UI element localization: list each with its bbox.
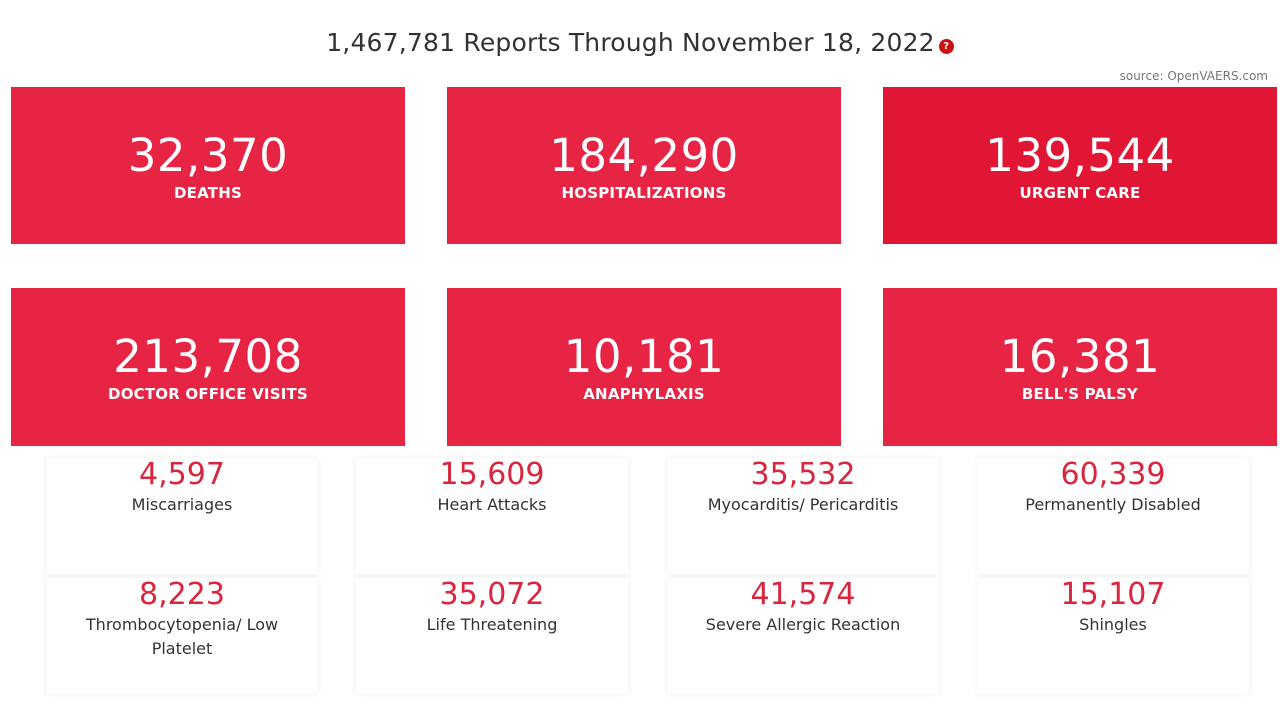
stat-tile-heart-attacks: 15,609 Heart Attacks bbox=[356, 458, 628, 574]
stat-value: 10,181 bbox=[563, 330, 725, 383]
stat-label: Miscarriages bbox=[131, 495, 233, 514]
stat-tile-thrombocytopenia: 8,223 Thrombocytopenia/ Low Platelet bbox=[46, 578, 318, 694]
stat-card-urgent-care: 139,544 URGENT CARE bbox=[883, 87, 1277, 244]
stat-card-hospitalizations: 184,290 HOSPITALIZATIONS bbox=[447, 87, 841, 244]
stat-value: 16,381 bbox=[999, 330, 1161, 383]
stat-value: 184,290 bbox=[549, 129, 739, 182]
stat-value: 15,107 bbox=[1060, 577, 1166, 612]
stat-value: 35,072 bbox=[439, 577, 545, 612]
stat-tile-life-threatening: 35,072 Life Threatening bbox=[356, 578, 628, 694]
stat-label: Thrombocytopenia/ Low Platelet bbox=[85, 615, 279, 658]
stat-value: 15,609 bbox=[439, 457, 545, 492]
help-icon[interactable]: ? bbox=[938, 39, 954, 54]
stat-label: DOCTOR OFFICE VISITS bbox=[108, 385, 308, 403]
stat-label: BELL'S PALSY bbox=[1021, 385, 1139, 403]
stat-card-deaths: 32,370 DEATHS bbox=[11, 87, 405, 244]
stat-value: 139,544 bbox=[985, 129, 1175, 182]
stat-card-anaphylaxis: 10,181 ANAPHYLAXIS bbox=[447, 288, 841, 446]
page-title-text: 1,467,781 Reports Through November 18, 2… bbox=[326, 28, 935, 57]
stat-card-bells-palsy: 16,381 BELL'S PALSY bbox=[883, 288, 1277, 446]
stat-value: 213,708 bbox=[113, 330, 303, 383]
stat-value: 8,223 bbox=[139, 577, 225, 612]
stat-tile-severe-allergic-reaction: 41,574 Severe Allergic Reaction bbox=[667, 578, 939, 694]
stat-tile-permanently-disabled: 60,339 Permanently Disabled bbox=[977, 458, 1249, 574]
stat-tile-miscarriages: 4,597 Miscarriages bbox=[46, 458, 318, 574]
stat-tile-shingles: 15,107 Shingles bbox=[977, 578, 1249, 694]
stat-card-doctor-office-visits: 213,708 DOCTOR OFFICE VISITS bbox=[11, 288, 405, 446]
page-title: 1,467,781 Reports Through November 18, 2… bbox=[0, 28, 1280, 57]
stat-value: 41,574 bbox=[750, 577, 856, 612]
stat-label: Heart Attacks bbox=[437, 495, 547, 514]
stat-label: Shingles bbox=[1079, 615, 1147, 634]
stat-value: 60,339 bbox=[1060, 457, 1166, 492]
stat-label: Severe Allergic Reaction bbox=[705, 615, 901, 634]
stat-value: 4,597 bbox=[139, 457, 225, 492]
stat-label: Myocarditis/ Pericarditis bbox=[707, 495, 899, 514]
stat-tile-myocarditis: 35,532 Myocarditis/ Pericarditis bbox=[667, 458, 939, 574]
stat-label: DEATHS bbox=[174, 184, 242, 202]
stat-label: HOSPITALIZATIONS bbox=[561, 184, 727, 202]
stat-value: 32,370 bbox=[127, 129, 289, 182]
stat-value: 35,532 bbox=[750, 457, 856, 492]
stat-label: Life Threatening bbox=[426, 615, 558, 634]
stat-label: ANAPHYLAXIS bbox=[583, 385, 705, 403]
source-label: source: OpenVAERS.com bbox=[1119, 69, 1268, 83]
stat-label: URGENT CARE bbox=[1019, 184, 1141, 202]
stat-label: Permanently Disabled bbox=[1025, 495, 1201, 514]
